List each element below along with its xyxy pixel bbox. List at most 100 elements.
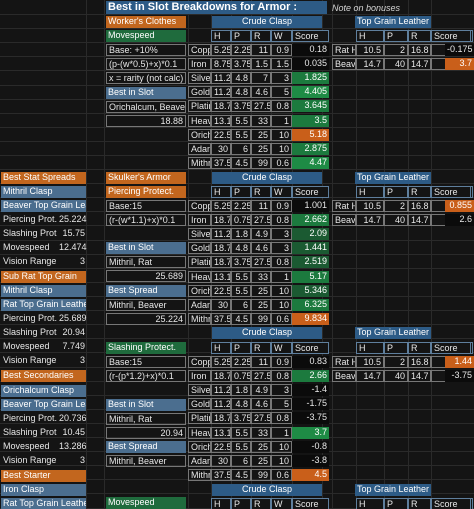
- stat-value: 4.6: [251, 242, 271, 255]
- stat-name: Movespeed: [3, 242, 50, 253]
- stat-value: 10.45: [62, 427, 85, 438]
- score-value: 1.001: [292, 200, 329, 212]
- material-name: Coppe: [188, 200, 211, 212]
- material-name: Gold: [188, 398, 211, 411]
- column-header: H: [356, 30, 384, 42]
- stat-value: 14.7: [356, 370, 384, 383]
- stat-value: 1: [271, 114, 292, 127]
- top-grain-leather-header: Top Grain Leather: [355, 172, 431, 184]
- score-value: 2.66: [292, 370, 329, 383]
- stat-name: Movespeed: [3, 341, 50, 352]
- material-name: Adam: [188, 142, 211, 155]
- material-name: Platin: [188, 100, 211, 113]
- stat-value: 7.749: [62, 341, 85, 352]
- stat-value: 0.9: [271, 200, 292, 212]
- column-header: Score: [292, 186, 329, 198]
- col-line: [408, 0, 409, 509]
- material-name: Oricha: [188, 284, 211, 297]
- stat-value: 3.75: [231, 412, 251, 425]
- stat-value: 1.8: [231, 384, 251, 397]
- column-header: H: [356, 498, 384, 509]
- stat-value: 27.5: [251, 214, 271, 227]
- stat-value: 18.7: [211, 412, 231, 425]
- stat-name: Slashing Prot.: [3, 327, 57, 338]
- rat-leather-label: Rat Top Grain Leather: [1, 498, 86, 509]
- row-line: [0, 465, 474, 466]
- stat-value: 37.5: [211, 156, 231, 169]
- stat-value: 33: [251, 114, 271, 127]
- stat-value: 0.8: [271, 370, 292, 383]
- formula-label: (r-(w*1.1)+x)*0.1: [106, 214, 186, 226]
- column-header: R: [408, 342, 431, 354]
- score-value: 3.645: [292, 100, 329, 113]
- stat-value: 3.75: [231, 100, 251, 113]
- bis-value: 25.689: [106, 270, 186, 282]
- stat-value: 22.5: [211, 440, 231, 453]
- score-value: 5.17: [292, 270, 329, 283]
- stat-value: 4.8: [231, 72, 251, 85]
- best-spread-label: Best Spread: [106, 441, 186, 453]
- stat-name: Vision Range: [3, 455, 57, 466]
- page-title: Best in Slot Breakdowns for Armor :: [106, 1, 327, 14]
- row-line: [0, 254, 474, 255]
- material-name: Oricha: [188, 440, 211, 453]
- stat-value: 25.224: [59, 214, 87, 224]
- stat-value: 11: [251, 200, 271, 212]
- material-name: Silver: [188, 384, 211, 397]
- col-line: [271, 0, 272, 509]
- column-header: H: [211, 186, 231, 198]
- leather-name: Rat Hi: [332, 44, 356, 56]
- stat-value: 1.5: [271, 58, 292, 71]
- column-header: P: [231, 342, 251, 354]
- score-value: 3.7: [292, 426, 329, 439]
- row-line: [0, 70, 474, 71]
- stat-value: 99: [251, 312, 271, 325]
- material-name: Coppe: [188, 44, 211, 56]
- stat-value: 5.5: [231, 114, 251, 127]
- stat-value: 0.6: [271, 468, 292, 481]
- column-header: H: [356, 342, 384, 354]
- row-line: [0, 282, 474, 283]
- score-value: 3.5: [292, 114, 329, 127]
- score-value: -1.75: [292, 398, 329, 411]
- column-header: P: [384, 498, 408, 509]
- col-line: [431, 0, 432, 509]
- stat-value: 13.286: [59, 441, 87, 452]
- stat-value: 30: [211, 142, 231, 155]
- stat-name: Slashing Prot.: [3, 427, 57, 438]
- score-value: 0.855: [445, 200, 474, 212]
- stat-value: 25: [251, 454, 271, 467]
- bs-value: 25.224: [106, 313, 186, 325]
- stat-value: 22.5: [211, 128, 231, 141]
- material-name: Oricha: [188, 128, 211, 141]
- formula-label: (r-(p*1.2)+x)*0.1: [106, 370, 186, 382]
- stat-value: 10: [271, 298, 292, 311]
- stat-value: 25.689: [59, 313, 87, 323]
- col-line: [211, 0, 212, 509]
- stat-value: 11.2: [211, 384, 231, 397]
- bis-value: 20.94: [106, 427, 186, 439]
- row-line: [0, 141, 474, 142]
- stat-label: Piercing Protect.: [106, 186, 186, 198]
- column-header: W: [271, 30, 292, 42]
- stat-value: 4.9: [251, 384, 271, 397]
- stat-value: 20.736: [59, 413, 87, 423]
- beaver-leather-label: Beaver Top Grain Lea: [1, 200, 86, 212]
- score-value: 6.325: [292, 298, 329, 311]
- leather-name: Rat Hi: [332, 356, 356, 368]
- column-header: W: [271, 342, 292, 354]
- stat-value: 14.7: [356, 214, 384, 227]
- best-secondaries-label: Best Secondaries: [1, 370, 86, 382]
- best-starter-label: Best Starter: [1, 470, 86, 482]
- score-value: -3.8: [292, 454, 329, 467]
- section-skulkers-armor: Skulker's Armor: [106, 172, 186, 184]
- stat-value: 2.25: [231, 44, 251, 56]
- stat-value: 37.5: [211, 468, 231, 481]
- row-line: [0, 169, 474, 170]
- stat-value: 3: [79, 355, 85, 366]
- material-name: Iron: [188, 214, 211, 227]
- leather-name: Beave: [332, 214, 356, 227]
- stat-value: 0.8: [271, 214, 292, 227]
- row-line: [0, 85, 474, 86]
- mithril-clasp-label: Mithril Clasp: [1, 186, 86, 198]
